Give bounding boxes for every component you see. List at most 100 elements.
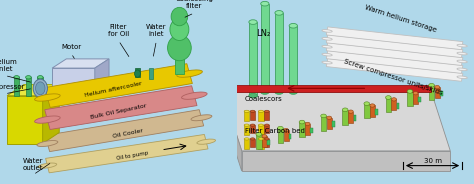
Bar (289, 26, 298, 92)
Bar (14, 77, 19, 96)
Ellipse shape (244, 138, 249, 140)
Bar (26, 77, 31, 96)
Polygon shape (95, 59, 109, 90)
Ellipse shape (413, 92, 418, 95)
Ellipse shape (26, 76, 31, 79)
Ellipse shape (264, 138, 269, 140)
Bar (310, 128, 313, 133)
Text: Screw compressor units/skids: Screw compressor units/skids (343, 58, 444, 96)
Ellipse shape (170, 18, 189, 40)
Text: Helium aftercooler: Helium aftercooler (85, 81, 143, 98)
Ellipse shape (435, 85, 440, 89)
Bar (364, 104, 370, 118)
Ellipse shape (275, 11, 283, 15)
Ellipse shape (322, 30, 332, 32)
Text: Filter
for Oil: Filter for Oil (108, 24, 129, 37)
Ellipse shape (35, 94, 60, 101)
Bar (256, 134, 262, 149)
Bar (435, 87, 440, 98)
Ellipse shape (258, 124, 264, 126)
Ellipse shape (289, 90, 298, 94)
Bar (440, 91, 443, 96)
Bar (258, 111, 264, 121)
Bar (289, 134, 292, 139)
Text: Warm helium storage: Warm helium storage (364, 4, 437, 33)
Ellipse shape (392, 98, 396, 101)
Bar (250, 111, 255, 120)
Bar (264, 111, 269, 120)
Bar (264, 139, 269, 147)
Bar (299, 122, 305, 137)
FancyBboxPatch shape (0, 0, 237, 184)
Bar (348, 112, 353, 123)
Bar (305, 124, 310, 135)
Text: Helium
inlet: Helium inlet (0, 59, 17, 72)
Bar (327, 118, 332, 129)
Ellipse shape (135, 70, 140, 77)
Ellipse shape (33, 79, 47, 98)
Ellipse shape (261, 1, 269, 6)
Ellipse shape (250, 110, 255, 112)
Bar (258, 125, 264, 135)
Bar (375, 109, 378, 115)
Ellipse shape (348, 110, 353, 113)
Ellipse shape (457, 44, 467, 47)
Polygon shape (223, 92, 242, 171)
Ellipse shape (249, 93, 257, 98)
Text: Coalescing
filter: Coalescing filter (175, 0, 213, 9)
Ellipse shape (322, 38, 332, 40)
Ellipse shape (278, 126, 283, 130)
Ellipse shape (264, 124, 269, 126)
Ellipse shape (370, 104, 375, 107)
Text: LN₂: LN₂ (256, 29, 270, 38)
Bar (267, 140, 270, 145)
Polygon shape (326, 35, 463, 58)
Bar (149, 68, 153, 79)
Bar (244, 139, 249, 149)
Ellipse shape (37, 76, 43, 79)
Ellipse shape (322, 45, 332, 48)
Ellipse shape (364, 102, 370, 105)
Ellipse shape (37, 141, 58, 146)
Polygon shape (52, 68, 95, 90)
Polygon shape (45, 110, 204, 152)
Polygon shape (7, 96, 43, 144)
Bar (258, 139, 264, 149)
Ellipse shape (197, 139, 216, 144)
Ellipse shape (258, 110, 264, 112)
Polygon shape (52, 59, 109, 68)
Ellipse shape (289, 23, 298, 28)
Ellipse shape (385, 96, 391, 99)
Ellipse shape (256, 132, 262, 136)
Ellipse shape (191, 115, 212, 121)
Bar (321, 116, 327, 131)
Text: 30 m: 30 m (424, 158, 441, 164)
Ellipse shape (168, 35, 191, 61)
Ellipse shape (342, 108, 348, 112)
Ellipse shape (261, 90, 269, 94)
Text: Coalescors: Coalescors (244, 96, 282, 102)
Bar (250, 125, 255, 133)
Text: Bulk Oil Separator: Bulk Oil Separator (90, 103, 147, 120)
Ellipse shape (275, 90, 283, 94)
Bar (249, 22, 257, 96)
Ellipse shape (299, 120, 305, 124)
Polygon shape (242, 151, 450, 171)
Ellipse shape (305, 122, 310, 125)
Bar (419, 97, 421, 102)
Text: Water
outlet: Water outlet (23, 158, 44, 171)
Bar (262, 136, 267, 147)
Polygon shape (45, 64, 192, 107)
Ellipse shape (457, 60, 467, 63)
Polygon shape (45, 86, 197, 130)
Text: Filter Carbon bed: Filter Carbon bed (245, 128, 305, 134)
Bar (283, 130, 289, 141)
Ellipse shape (283, 128, 289, 132)
Ellipse shape (250, 124, 255, 126)
Bar (413, 93, 418, 104)
Polygon shape (46, 135, 208, 173)
Text: Oil Cooler: Oil Cooler (112, 128, 144, 139)
Polygon shape (326, 59, 463, 81)
Bar (370, 105, 375, 116)
Bar (428, 85, 434, 100)
